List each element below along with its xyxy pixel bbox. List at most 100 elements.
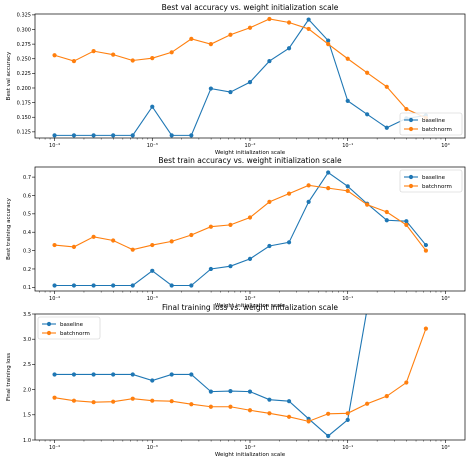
series-line-batchnorm — [54, 184, 427, 251]
plot-frame — [34, 313, 466, 441]
data-point-baseline — [91, 133, 96, 138]
x-tick-label: 10⁰ — [441, 445, 449, 451]
plot-frame — [34, 166, 466, 292]
data-point-batchnorm — [286, 414, 292, 419]
chart-title: Final training loss vs. weight initializ… — [162, 303, 338, 312]
y-tick-label: 0.150 — [17, 115, 31, 121]
y-tick-label: 0.325 — [17, 13, 31, 19]
data-point-batchnorm — [228, 404, 233, 409]
data-point-batchnorm — [52, 242, 57, 248]
data-point-batchnorm — [365, 401, 370, 406]
data-point-baseline — [286, 46, 292, 51]
data-point-baseline — [326, 38, 331, 43]
data-point-baseline — [326, 170, 331, 175]
x-tick-label: 10⁻¹ — [342, 296, 353, 302]
data-point-batchnorm — [71, 244, 77, 250]
x-axis-label: Weight initialization scale — [215, 150, 286, 156]
legend-label-batchnorm: batchnorm — [422, 184, 452, 190]
series-line-batchnorm — [54, 328, 427, 422]
y-axis-label: Final training loss — [6, 353, 12, 401]
data-point-baseline — [150, 104, 155, 109]
data-point-batchnorm — [267, 16, 272, 22]
data-point-batchnorm — [130, 58, 135, 63]
x-tick-label: 10⁻⁴ — [49, 143, 60, 149]
y-tick-label: 0.7 — [23, 175, 31, 181]
legend: baseline batchnorm — [399, 169, 463, 193]
data-point-baseline — [208, 389, 213, 394]
data-point-batchnorm — [326, 186, 331, 191]
data-point-baseline — [52, 283, 57, 288]
data-point-batchnorm — [286, 191, 292, 196]
data-point-batchnorm — [91, 49, 96, 54]
y-tick-label: 1.0 — [23, 438, 31, 444]
x-tick-label: 10⁻³ — [147, 445, 158, 451]
data-point-batchnorm — [130, 396, 135, 401]
data-point-batchnorm — [189, 232, 194, 238]
data-point-baseline — [130, 133, 135, 138]
data-point-baseline — [286, 240, 292, 245]
data-point-baseline — [384, 218, 389, 223]
data-point-batchnorm — [345, 56, 350, 61]
legend-marker-baseline — [408, 174, 414, 180]
data-point-batchnorm — [71, 58, 77, 64]
data-point-batchnorm — [111, 399, 116, 404]
data-point-baseline — [130, 372, 135, 377]
chart-panel-3: Final training loss vs. weight initializ… — [6, 303, 466, 458]
data-point-baseline — [365, 112, 370, 117]
data-point-baseline — [111, 133, 116, 138]
x-tick-label: 10⁻³ — [147, 296, 158, 302]
x-tick-label: 10⁻² — [244, 143, 255, 149]
data-point-batchnorm — [208, 404, 213, 409]
data-point-baseline — [247, 80, 253, 85]
data-point-batchnorm — [423, 326, 429, 331]
x-tick-label: 10⁻¹ — [342, 445, 353, 451]
x-tick-label: 10⁻¹ — [342, 143, 353, 149]
chart-title: Best train accuracy vs. weight initializ… — [158, 156, 342, 165]
data-point-baseline — [189, 372, 194, 377]
data-point-baseline — [111, 372, 116, 377]
data-point-baseline — [423, 242, 429, 248]
y-tick-label: 0.250 — [17, 57, 31, 63]
data-point-baseline — [169, 133, 174, 138]
data-point-baseline — [267, 397, 272, 402]
x-tick-label: 10⁻⁴ — [49, 296, 60, 302]
data-point-batchnorm — [267, 199, 272, 205]
chart-panel-1: Best val accuracy vs. weight initializat… — [6, 3, 466, 156]
x-tick-label: 10⁻² — [244, 296, 255, 302]
data-point-batchnorm — [169, 50, 174, 55]
data-point-baseline — [71, 372, 77, 377]
data-point-batchnorm — [52, 395, 57, 400]
y-tick-label: 2.5 — [23, 362, 31, 368]
data-point-baseline — [169, 283, 174, 288]
chart-panel-2: Best train accuracy vs. weight initializ… — [6, 156, 466, 309]
y-tick-label: 0.225 — [17, 71, 31, 77]
data-point-batchnorm — [384, 84, 389, 89]
data-point-baseline — [208, 86, 213, 91]
legend-marker-baseline — [46, 321, 52, 327]
data-point-baseline — [169, 372, 174, 377]
legend-label-baseline: baseline — [422, 118, 446, 124]
data-point-baseline — [345, 184, 350, 189]
data-point-baseline — [91, 372, 96, 377]
data-point-batchnorm — [150, 398, 155, 403]
data-point-baseline — [306, 199, 311, 205]
y-tick-label: 0.4 — [23, 230, 31, 236]
x-axis-label: Weight initialization scale — [215, 303, 286, 309]
y-tick-label: 0.275 — [17, 42, 31, 48]
legend: baseline batchnorm — [399, 112, 463, 136]
x-tick-label: 10⁰ — [441, 296, 449, 302]
x-axis-label: Weight initialization scale — [215, 452, 286, 458]
data-point-batchnorm — [306, 419, 311, 424]
data-point-batchnorm — [384, 394, 389, 399]
legend-marker-batchnorm — [46, 330, 52, 336]
data-point-baseline — [384, 125, 389, 130]
data-point-batchnorm — [208, 42, 213, 47]
data-point-batchnorm — [247, 215, 253, 220]
legend-marker-batchnorm — [408, 183, 414, 189]
data-point-batchnorm — [228, 222, 233, 227]
legend-marker-batchnorm — [408, 126, 414, 132]
data-point-baseline — [189, 283, 194, 288]
data-point-batchnorm — [326, 42, 331, 47]
legend-label-baseline: baseline — [60, 322, 84, 328]
